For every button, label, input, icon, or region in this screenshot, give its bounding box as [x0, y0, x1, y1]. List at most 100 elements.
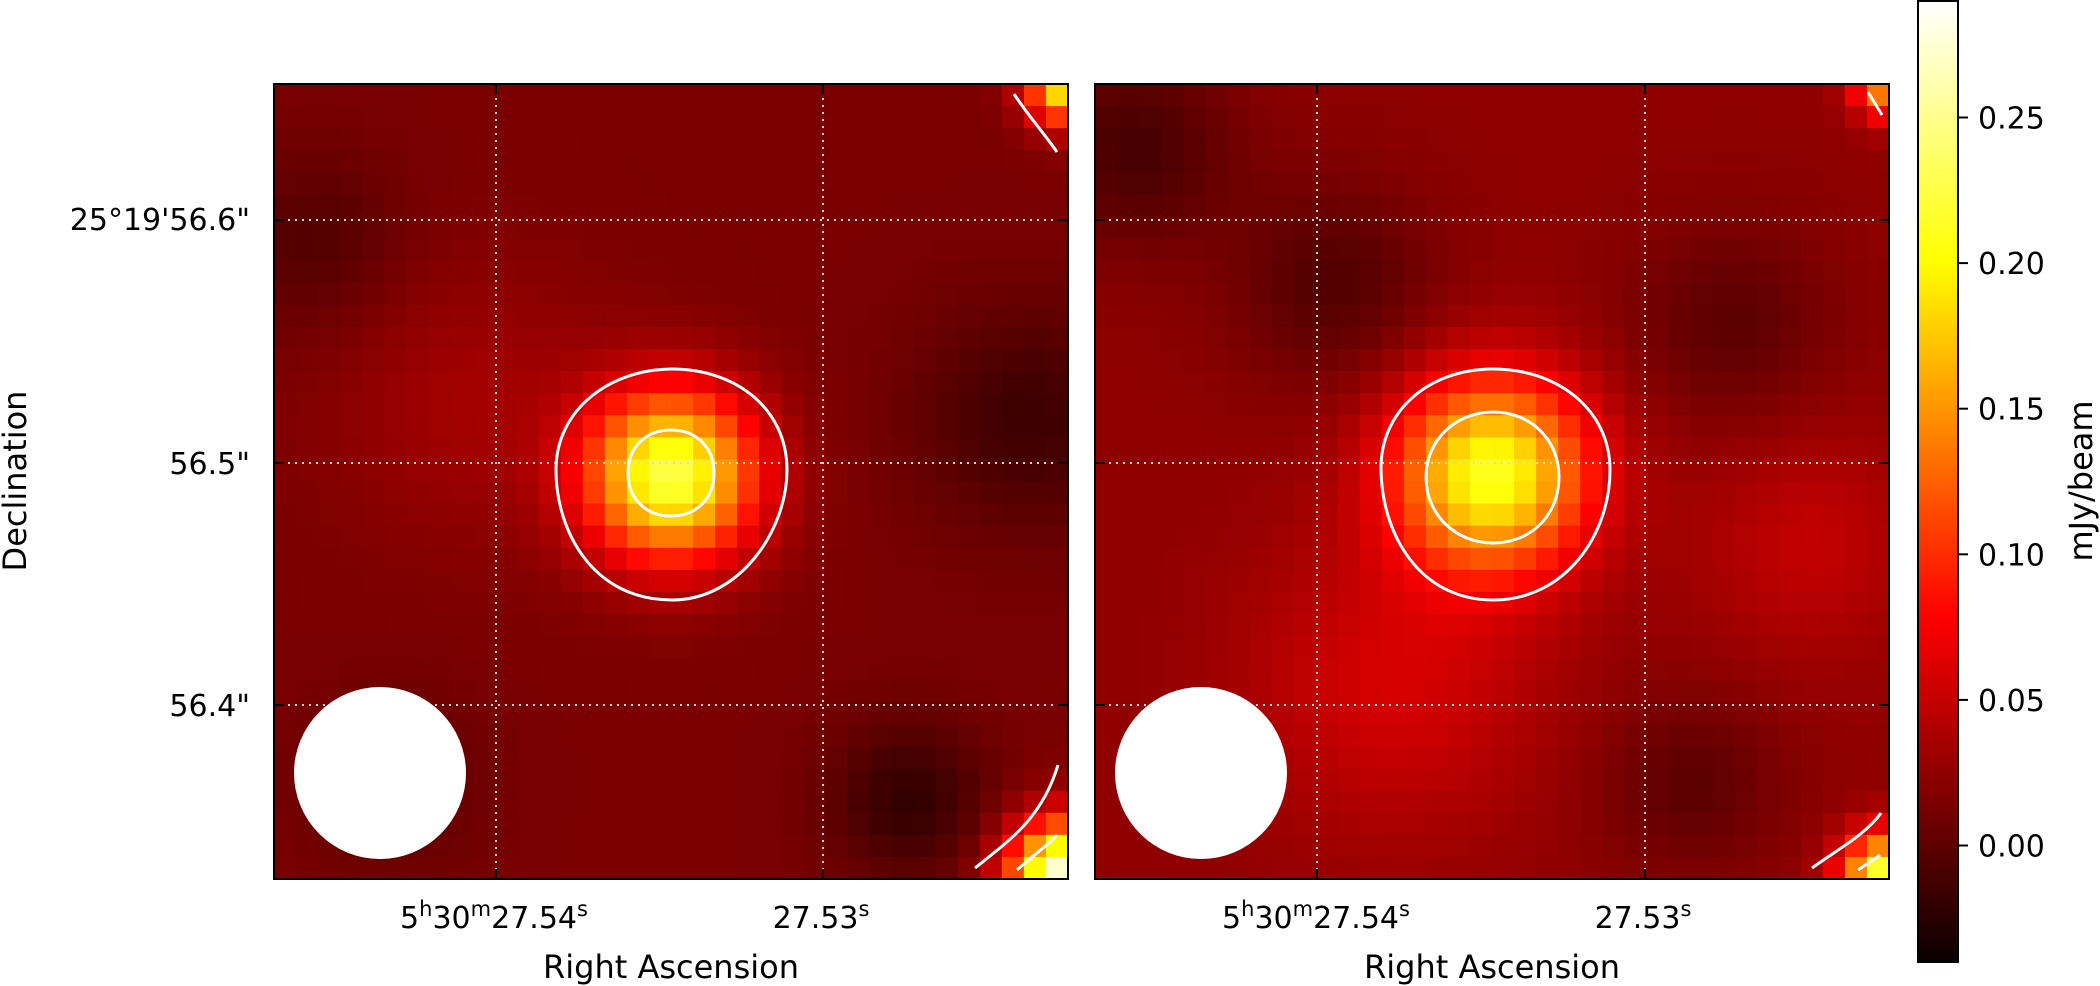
heatmap-cell: [296, 238, 319, 262]
heatmap-cell: [1425, 746, 1449, 770]
heatmap-cell: [604, 216, 628, 240]
heatmap-cell: [1668, 393, 1692, 416]
heatmap-cell: [979, 746, 1003, 770]
heatmap-cell: [1425, 702, 1449, 726]
heatmap-cell: [1403, 260, 1427, 284]
heatmap-cell: [1734, 856, 1758, 879]
heatmap-cell: [1045, 636, 1068, 659]
heatmap-cell: [1469, 481, 1493, 505]
heatmap-cell: [318, 84, 341, 107]
heatmap-cell: [1359, 437, 1383, 461]
heatmap-cell: [1514, 106, 1537, 129]
heatmap-cell: [1844, 150, 1868, 173]
heatmap-cell: [582, 84, 606, 107]
heatmap-cell: [1425, 724, 1449, 748]
heatmap-cell: [957, 481, 981, 505]
heatmap-cell: [847, 790, 871, 814]
heatmap-cell: [1668, 680, 1692, 703]
heatmap-cell: [1403, 790, 1427, 814]
contour-line: [1015, 833, 1059, 872]
colorbar-tick-label: 0.15: [1978, 393, 2045, 428]
heatmap-cell: [626, 768, 650, 792]
heatmap-cell: [935, 282, 959, 306]
heatmap-cell: [1095, 238, 1118, 262]
heatmap-cell: [1800, 371, 1824, 394]
heatmap-cell: [891, 437, 915, 461]
heatmap-cell: [1249, 194, 1273, 218]
heatmap-cell: [1778, 150, 1802, 173]
heatmap-cell: [935, 216, 959, 240]
heatmap-cell: [891, 569, 915, 593]
heatmap-cell: [1403, 591, 1427, 615]
heatmap-cell: [1139, 282, 1162, 306]
heatmap-cell: [1205, 591, 1228, 615]
heatmap-cell: [516, 238, 540, 262]
heatmap-cell: [296, 128, 319, 151]
heatmap-cell: [1001, 349, 1025, 372]
heatmap-cell: [582, 724, 606, 748]
heatmap-cell: [737, 856, 760, 879]
heatmap-cell: [1001, 172, 1025, 196]
heatmap-cell: [516, 503, 540, 527]
heatmap-cell: [1800, 569, 1824, 593]
heatmap-cell: [869, 260, 893, 284]
heatmap-cell: [1844, 658, 1868, 681]
heatmap-cell: [1271, 106, 1295, 129]
heatmap-cell: [604, 393, 628, 416]
heatmap-cell: [340, 636, 363, 659]
heatmap-cell: [1866, 415, 1889, 438]
heatmap-cell: [362, 393, 385, 416]
heatmap-cell: [274, 658, 297, 681]
heatmap-cell: [1756, 326, 1780, 350]
heatmap-cell: [1045, 260, 1068, 284]
heatmap-cell: [1227, 393, 1250, 416]
heatmap-cell: [1778, 172, 1802, 196]
heatmap-cell: [648, 216, 672, 240]
heatmap-cell: [274, 503, 297, 527]
heatmap-cell: [737, 503, 760, 527]
heatmap-cell: [1359, 569, 1383, 593]
heatmap-cell: [1514, 702, 1537, 726]
heatmap-cell: [1403, 84, 1427, 107]
heatmap-cell: [274, 636, 297, 659]
heatmap-cell: [847, 702, 871, 726]
heatmap-cell: [1293, 834, 1317, 858]
heatmap-cell: [1469, 459, 1493, 483]
heatmap-cell: [1800, 326, 1824, 350]
heatmap-cell: [1492, 680, 1515, 703]
heatmap-cell: [913, 459, 937, 483]
heatmap-cell: [560, 260, 584, 284]
heatmap-cell: [1023, 393, 1047, 416]
heatmap-cell: [1293, 547, 1317, 571]
heatmap-cell: [1646, 326, 1670, 350]
heatmap-cell: [1161, 636, 1184, 659]
heatmap-cell: [1337, 128, 1361, 151]
heatmap-cell: [648, 437, 672, 461]
heatmap-cell: [1447, 746, 1471, 770]
heatmap-cell: [979, 547, 1003, 571]
heatmap-cell: [582, 393, 606, 416]
heatmap-cell: [1095, 525, 1118, 549]
heatmap-cell: [1001, 216, 1025, 240]
heatmap-cell: [406, 856, 429, 879]
heatmap-cell: [869, 636, 893, 659]
heatmap-cell: [1045, 614, 1068, 637]
heatmap-cell: [1139, 680, 1162, 703]
ticks-right: [1095, 84, 1889, 879]
heatmap-cell: [1249, 128, 1273, 151]
heatmap-cell: [1492, 790, 1515, 814]
heatmap-cell: [1425, 349, 1449, 372]
heatmap-cell: [450, 216, 474, 240]
heatmap-cell: [1778, 349, 1802, 372]
heatmap-cell: [1734, 238, 1758, 262]
heatmap-cell: [781, 856, 804, 879]
heatmap-cell: [1183, 172, 1206, 196]
heatmap-cell: [803, 349, 826, 372]
heatmap-cell: [1602, 84, 1625, 107]
heatmap-cell: [1023, 304, 1047, 328]
heatmap-cell: [494, 349, 518, 372]
heatmap-cell: [384, 84, 407, 107]
heatmap-cell: [1095, 569, 1118, 593]
heatmap-cell: [604, 481, 628, 505]
heatmap-cell: [1117, 636, 1140, 659]
